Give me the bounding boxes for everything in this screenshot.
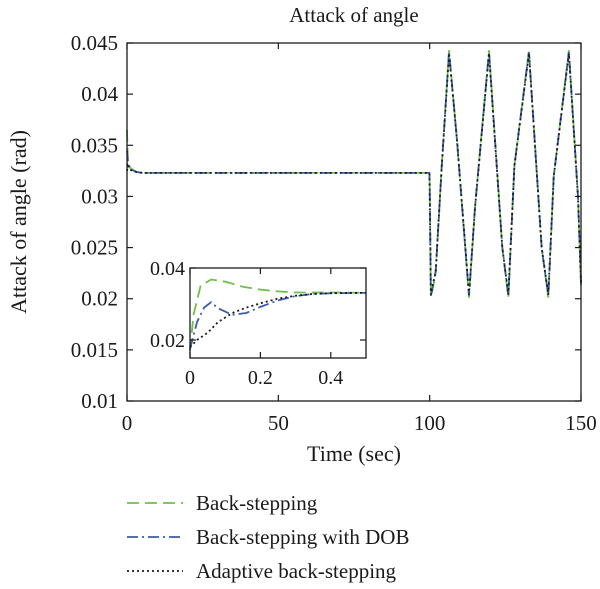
inset-x-tick-label-0: 0 (185, 367, 195, 389)
main-series-line-0 (126, 50, 582, 298)
main-x-tick-label-0: 0 (122, 411, 133, 435)
inset-background (190, 268, 366, 358)
main-x-tick-label-2: 100 (414, 411, 446, 435)
main-y-tick-label-7: 0.045 (71, 31, 118, 55)
main-y-tick-label-1: 0.015 (71, 338, 118, 362)
inset-series-line-2 (189, 291, 367, 348)
legend: Back-stepping Back-stepping with DOB Adapt… (127, 491, 409, 583)
main-y-tick-label-5: 0.035 (71, 133, 118, 157)
inset-x-tick-label-2: 0.4 (318, 367, 343, 389)
main-series-line-2 (126, 53, 582, 295)
main-series-group (126, 50, 582, 298)
y-axis-label: Attack of angle (rad) (6, 130, 31, 314)
inset-series-group (189, 278, 367, 351)
main-y-tick-label-4: 0.03 (81, 184, 118, 208)
inset-y-tick-label-0: 0.02 (150, 330, 185, 352)
main-x-tick-label-1: 50 (268, 411, 289, 435)
x-axis-label: Time (sec) (307, 441, 401, 466)
main-y-tick-label-0: 0.01 (81, 389, 118, 413)
plot-frame (126, 42, 582, 402)
inset-x-tick-label-1: 0.2 (248, 367, 273, 389)
main-y-tick-label-6: 0.04 (81, 82, 118, 106)
inset-series-line-0 (189, 278, 367, 351)
main-x-tick-label-3: 150 (565, 411, 597, 435)
main-y-tick-label-3: 0.025 (71, 236, 118, 260)
inset-axes-group: 0 0.2 0.4 0.02 0.04 (150, 258, 366, 389)
chart-title: Attack of angle (289, 3, 418, 27)
legend-label-1: Back-stepping with DOB (196, 525, 409, 549)
inset-frame (189, 267, 367, 359)
main-y-tick-label-2: 0.02 (81, 287, 118, 311)
inset-y-tick-label-1: 0.04 (150, 258, 185, 280)
legend-label-0: Back-stepping (196, 491, 318, 515)
legend-label-2: Adaptive back-stepping (196, 559, 397, 583)
inset-series-line-1 (189, 291, 367, 350)
main-series-line-1 (126, 52, 582, 296)
main-axes-group: 0 50 100 150 0.01 0.015 0.02 0.025 0.03 0.035 0.04… (71, 31, 597, 435)
